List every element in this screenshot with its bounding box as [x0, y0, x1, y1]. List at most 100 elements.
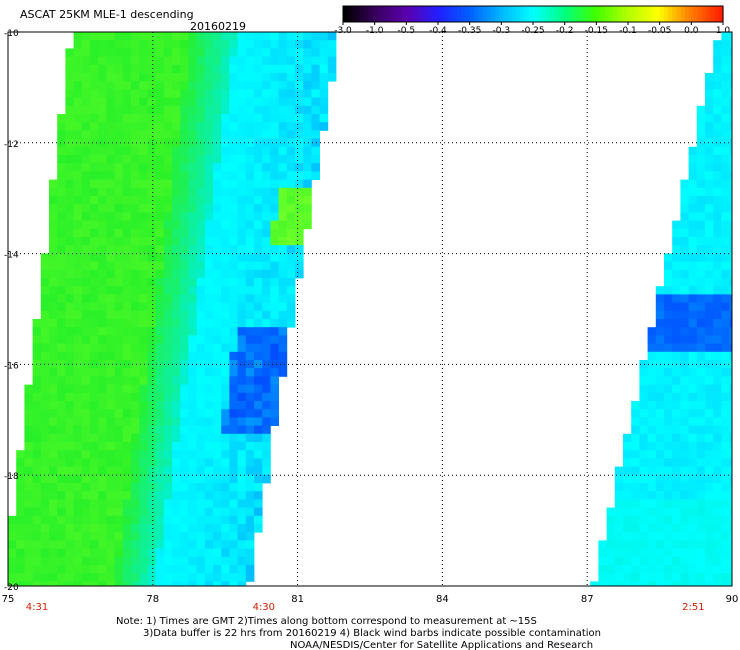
swath-pixel [229, 335, 238, 344]
swath-pixel [213, 360, 222, 369]
swath-pixel [262, 376, 271, 385]
swath-pixel [647, 458, 657, 467]
swath-pixel [213, 269, 222, 279]
swath-pixel [114, 392, 124, 402]
swath-pixel [180, 466, 189, 476]
swath-pixel [639, 425, 648, 435]
swath-pixel [295, 253, 304, 262]
swath-pixel [139, 376, 148, 385]
swath-pixel [98, 442, 107, 451]
swath-pixel [237, 450, 247, 459]
swath-pixel [114, 466, 124, 476]
swath-pixel [237, 401, 247, 410]
swath-pixel [254, 196, 263, 205]
swath-pixel [188, 384, 197, 394]
swath-pixel [73, 261, 83, 271]
swath-pixel [680, 409, 689, 418]
swath-pixel [65, 48, 74, 57]
swath-pixel [688, 278, 698, 287]
swath-pixel [295, 89, 304, 98]
swath-pixel [688, 220, 698, 230]
swath-pixel [98, 351, 107, 361]
swath-pixel [655, 335, 665, 344]
swath-pixel [729, 392, 733, 402]
swath-pixel [188, 64, 197, 74]
swath-pixel [713, 351, 722, 361]
swath-pixel [713, 565, 722, 574]
swath-pixel [647, 417, 657, 426]
swath-pixel [213, 130, 222, 139]
swath-pixel [303, 89, 312, 98]
swath-pixel [721, 32, 730, 41]
swath-pixel [40, 376, 50, 385]
swath-pixel [180, 515, 189, 525]
swath-pixel [721, 122, 730, 131]
swath-pixel [81, 425, 91, 435]
swath-pixel [81, 515, 91, 525]
longitude-tick-label: 75 [2, 594, 15, 605]
swath-pixel [131, 458, 140, 467]
swath-pixel [606, 548, 616, 558]
swath-pixel [286, 171, 296, 180]
swath-pixel [254, 499, 263, 508]
swath-pixel [139, 458, 148, 467]
swath-pixel [131, 499, 140, 508]
swath-pixel [237, 360, 247, 369]
swath-pixel [65, 146, 74, 156]
swath-pixel [172, 237, 181, 246]
swath-pixel [237, 228, 247, 238]
swath-pixel [147, 310, 156, 320]
swath-pixel [229, 237, 238, 246]
swath-pixel [122, 450, 132, 459]
swath-pixel [40, 351, 50, 361]
swath-pixel [639, 433, 648, 443]
swath-pixel [196, 253, 206, 262]
swath-pixel [147, 483, 156, 492]
swath-pixel [122, 155, 132, 164]
swath-pixel [680, 515, 689, 525]
swath-pixel [204, 89, 214, 98]
swath-pixel [245, 409, 255, 418]
swath-pixel [139, 48, 148, 57]
swath-pixel [196, 261, 206, 271]
swath-pixel [672, 532, 681, 541]
swath-pixel [180, 204, 189, 213]
swath-pixel [705, 351, 714, 361]
swath-pixel [623, 581, 632, 587]
swath-pixel [278, 155, 288, 164]
swath-pixel [672, 433, 681, 443]
swath-pixel [696, 212, 706, 221]
swath-pixel [672, 499, 681, 508]
swath-pixel [721, 466, 730, 476]
swath-pixel [606, 581, 616, 587]
swath-pixel [213, 417, 222, 426]
swath-pixel [32, 409, 42, 418]
swath-pixel [24, 425, 33, 435]
latitude-tick-label: -20 [4, 583, 19, 593]
swath-pixel [221, 89, 230, 98]
swath-pixel [672, 261, 681, 271]
colorbar-cell [414, 6, 420, 22]
swath-pixel [163, 220, 173, 230]
swath-pixel [98, 32, 107, 41]
swath-pixel [98, 425, 107, 435]
swath-pixel [196, 417, 206, 426]
swath-pixel [106, 450, 115, 459]
swath-pixel [65, 73, 74, 82]
swath-pixel [213, 442, 222, 451]
swath-pixel [213, 302, 222, 312]
colorbar-label: 1.0 [716, 26, 731, 36]
swath-pixel [237, 540, 247, 549]
swath-pixel [270, 171, 279, 180]
swath-pixel [647, 401, 657, 410]
swath-pixel [623, 474, 632, 484]
swath-pixel [188, 319, 197, 328]
swath-pixel [106, 212, 115, 221]
swath-pixel [303, 73, 312, 82]
swath-pixel [16, 474, 25, 484]
swath-pixel [90, 556, 99, 566]
swath-pixel [40, 458, 50, 467]
swath-pixel [172, 261, 181, 271]
swath-pixel [90, 450, 99, 459]
swath-pixel [204, 187, 214, 197]
